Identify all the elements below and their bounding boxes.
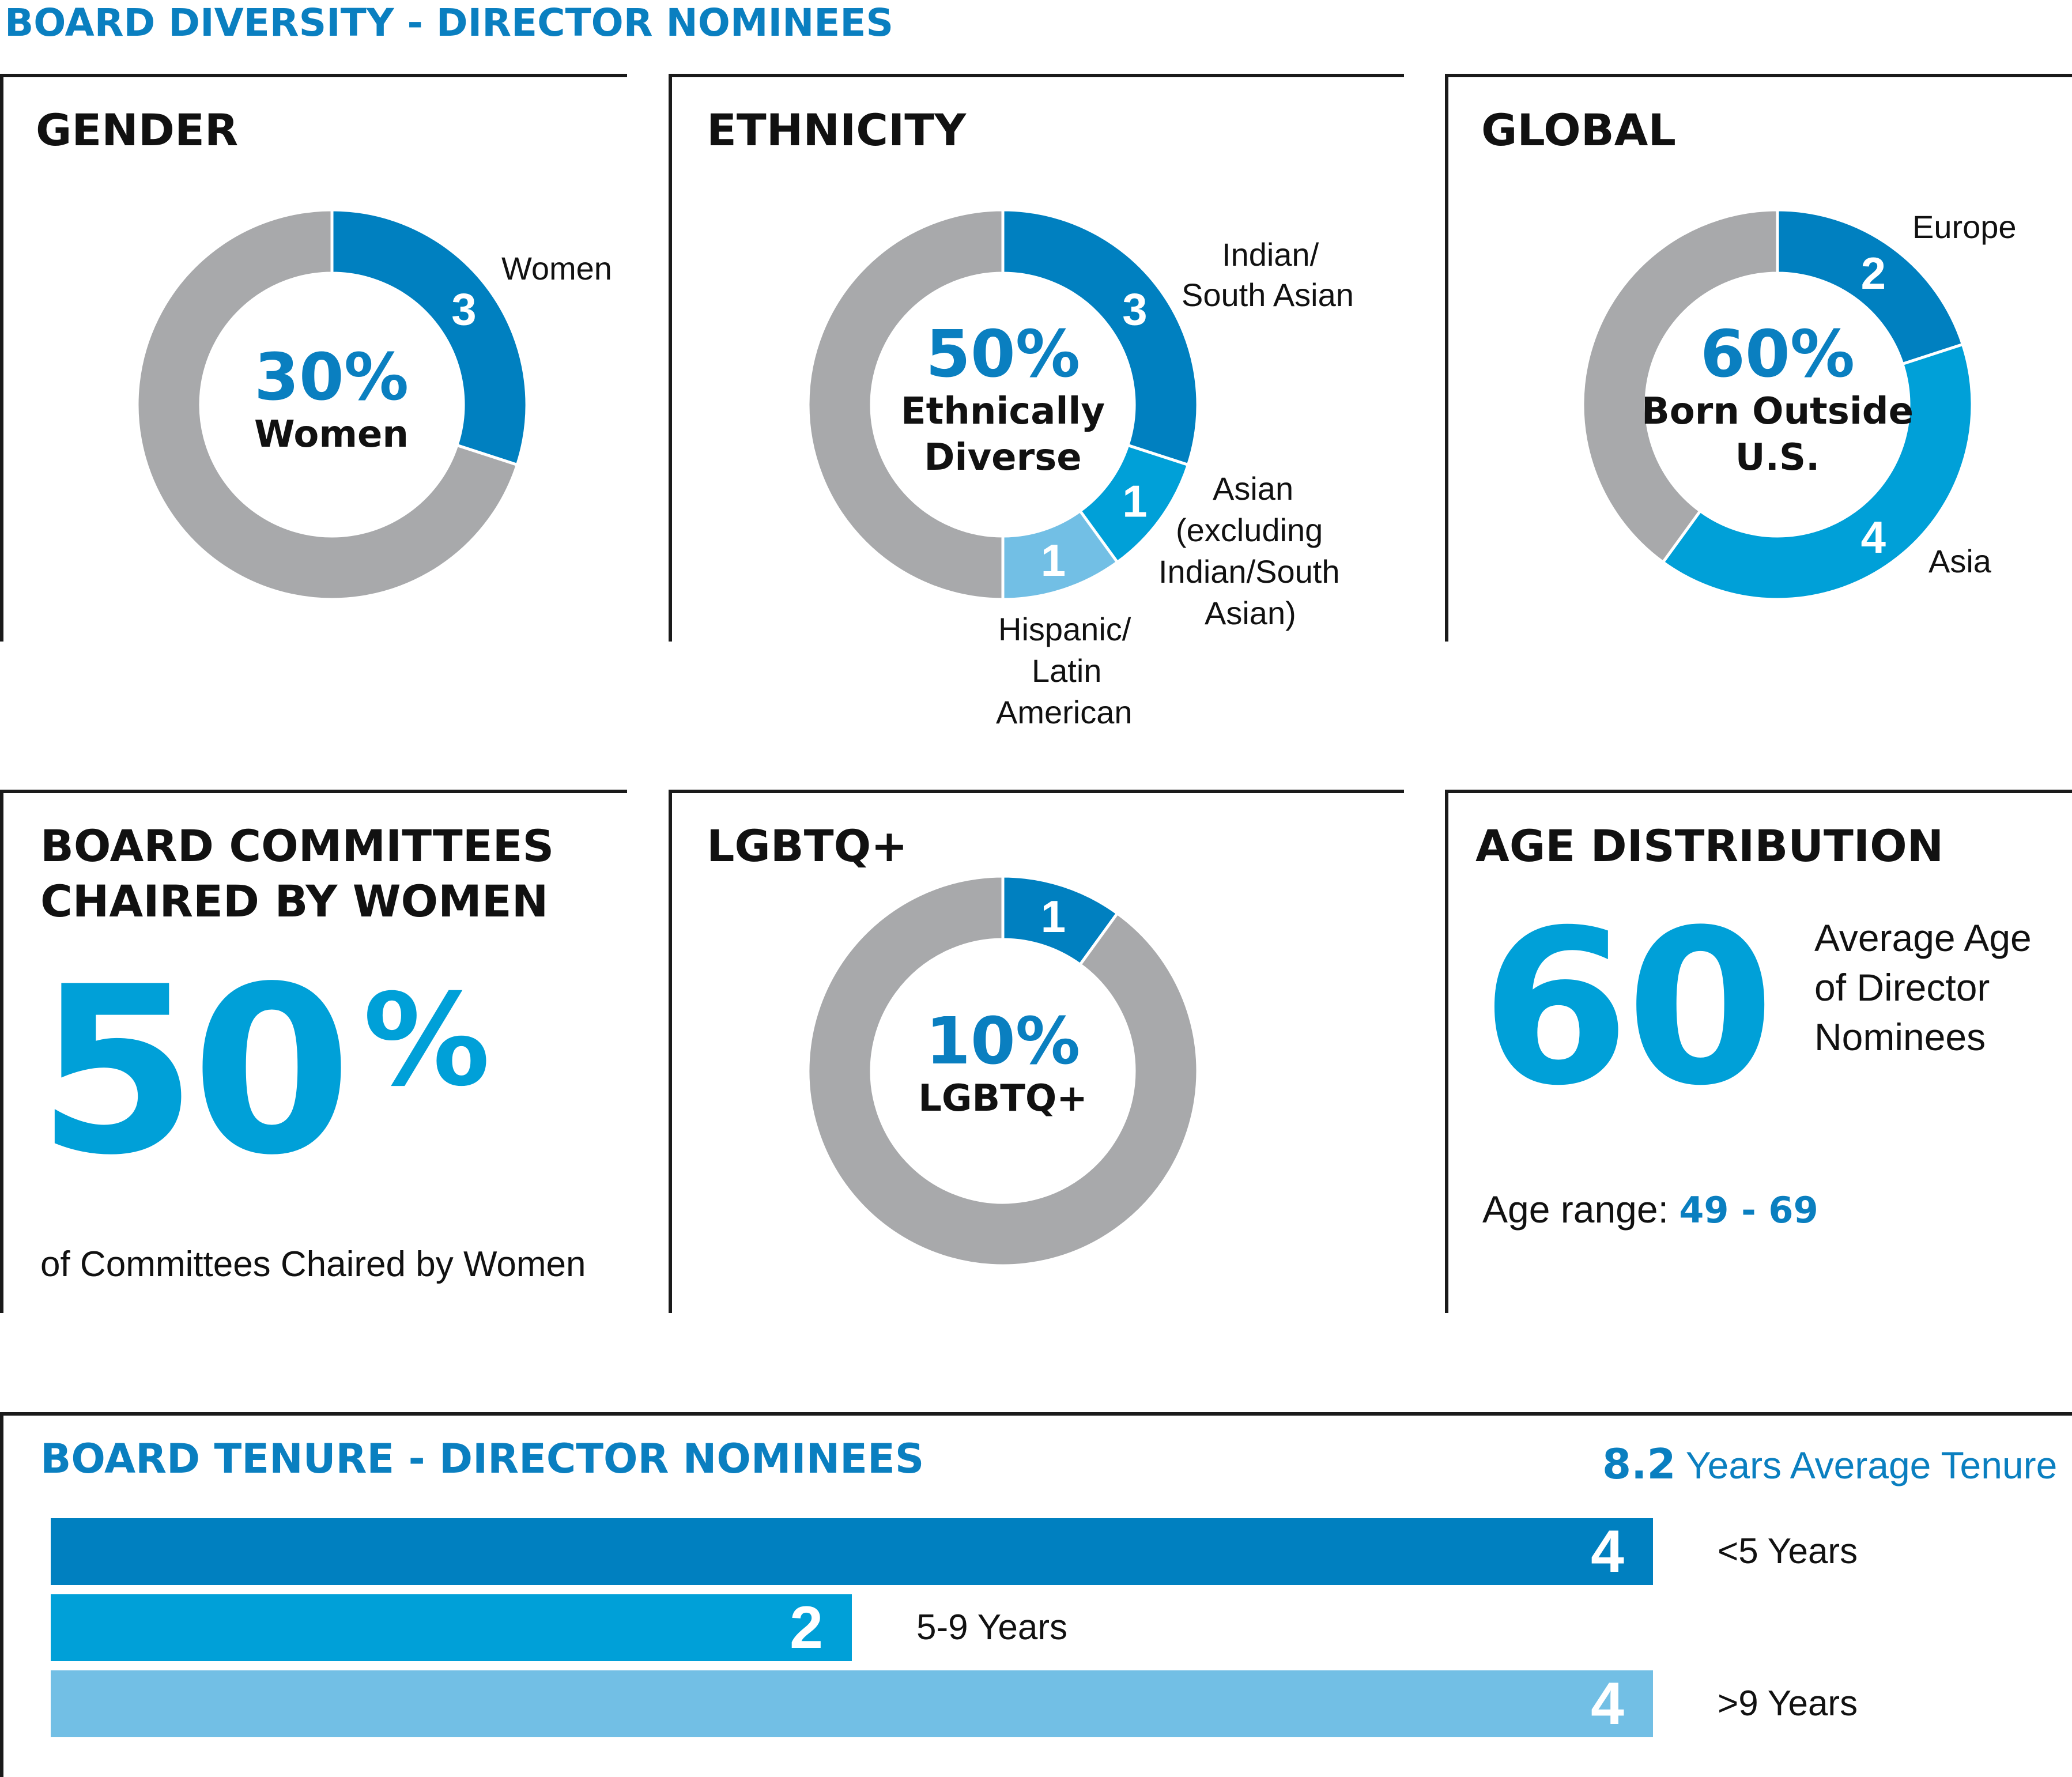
age-desc-1: Average Age: [1814, 916, 2032, 959]
ethnicity-label-asian-1: Asian: [1213, 470, 1294, 507]
committees-title-2: CHAIRED BY WOMEN: [40, 876, 549, 927]
lgbtq-slice-value-label: 1: [1041, 891, 1066, 942]
lgbtq-panel: [669, 790, 1404, 1313]
europe-slice: [1776, 208, 1965, 366]
age-title: AGE DISTRIBUTION: [1475, 820, 1944, 871]
global-title: GLOBAL: [1481, 104, 1676, 156]
tenure-bar-under-5-years: [51, 1518, 1653, 1585]
lgbtq-title: LGBTQ+: [707, 820, 908, 871]
indian-south-asian-slice-value-label: 3: [1122, 284, 1147, 335]
tenure-avg-label: Years Average Tenure: [1675, 1444, 2058, 1487]
indian-south-asian-slice: [1001, 208, 1199, 467]
ethnicity-label-indian-1: Indian/: [1222, 236, 1319, 273]
women-slice: [330, 208, 529, 467]
global-label-asia: Asia: [1928, 543, 1991, 579]
ethnicity-panel: [669, 74, 1404, 642]
women-slice-value-label: 3: [451, 284, 476, 335]
other-slice: [806, 874, 1199, 1267]
age-range-label: Age range:: [1482, 1188, 1680, 1231]
tenure-category-label-5-9-years: 5-9 Years: [916, 1608, 1067, 1647]
age-desc-2: of Director: [1814, 966, 1990, 1009]
ethnicity-title: ETHNICITY: [707, 104, 967, 156]
europe-slice-value-label: 2: [1861, 248, 1886, 299]
global-center-label-2: U.S.: [1735, 436, 1820, 479]
gender-center-label: Women: [254, 413, 409, 456]
ethnicity-label-asian-4: Asian): [1205, 595, 1296, 631]
tenure-category-label-over-9-years: >9 Years: [1718, 1684, 1858, 1723]
age-range-value: 49 - 69: [1679, 1189, 1818, 1231]
ethnicity-label-hisp-1: Hispanic/: [998, 611, 1131, 647]
asia-slice-value-label: 4: [1861, 512, 1886, 563]
ethnicity-center-label-1: Ethnically: [900, 390, 1105, 433]
tenure-category-label-under-5-years: <5 Years: [1718, 1531, 1858, 1571]
other-slice: [1581, 208, 1779, 564]
gender-panel: [0, 74, 627, 642]
global-center-label-1: Born Outside: [1641, 390, 1914, 433]
tenure-panel: [0, 1412, 2072, 1777]
page-title: BOARD DIVERSITY - DIRECTOR NOMINEES: [5, 1, 894, 45]
other-slice: [806, 208, 1005, 601]
tenure-bar-5-9-years: [51, 1594, 852, 1661]
lgbtq-center-label: LGBTQ+: [918, 1077, 1088, 1120]
ethnicity-center-label-2: Diverse: [924, 436, 1082, 479]
tenure-avg-value: 8.2: [1602, 1440, 1676, 1488]
committees-big-value: 50: [37, 938, 352, 1206]
asia-slice: [1660, 342, 1974, 601]
gender-title: GENDER: [36, 104, 239, 156]
committees-title-1: BOARD COMMITTEES: [40, 820, 554, 871]
tenure-bar-value-5-9-years: 2: [790, 1594, 823, 1661]
tenure-title: BOARD TENURE - DIRECTOR NOMINEES: [40, 1435, 924, 1482]
tenure-bar-over-9-years: [51, 1670, 1653, 1737]
committees-panel: [0, 790, 627, 1313]
tenure-bar-value-over-9-years: 4: [1591, 1670, 1624, 1737]
ethnicity-label-hisp-2: Latin: [1032, 652, 1102, 689]
ethnicity-label-asian-2: (excluding: [1176, 512, 1323, 548]
hispanic-latin-slice-value-label: 1: [1041, 535, 1066, 586]
global-label-europe: Europe: [1912, 209, 2017, 245]
committees-caption: of Committees Chaired by Women: [40, 1244, 586, 1284]
asian-slice-value-label: 1: [1122, 476, 1147, 526]
age-big-value: 60: [1481, 885, 1775, 1133]
ethnicity-label-hisp-3: American: [996, 694, 1133, 730]
ethnicity-label-asian-3: Indian/South: [1158, 553, 1340, 590]
ethnicity-center-value: 50%: [925, 317, 1081, 392]
gender-center-value: 30%: [254, 340, 409, 415]
other-slice: [135, 208, 519, 601]
age-panel: [1445, 790, 2072, 1313]
gender-label-women: Women: [501, 250, 612, 286]
committees-big-unit: %: [363, 967, 490, 1114]
global-center-value: 60%: [1700, 317, 1855, 392]
age-desc-3: Nominees: [1814, 1016, 1986, 1058]
global-panel: [1445, 74, 2072, 642]
ethnicity-label-indian-2: South Asian: [1182, 277, 1354, 313]
tenure-bar-value-under-5-years: 4: [1591, 1518, 1624, 1585]
lgbtq-center-value: 10%: [925, 1004, 1081, 1079]
